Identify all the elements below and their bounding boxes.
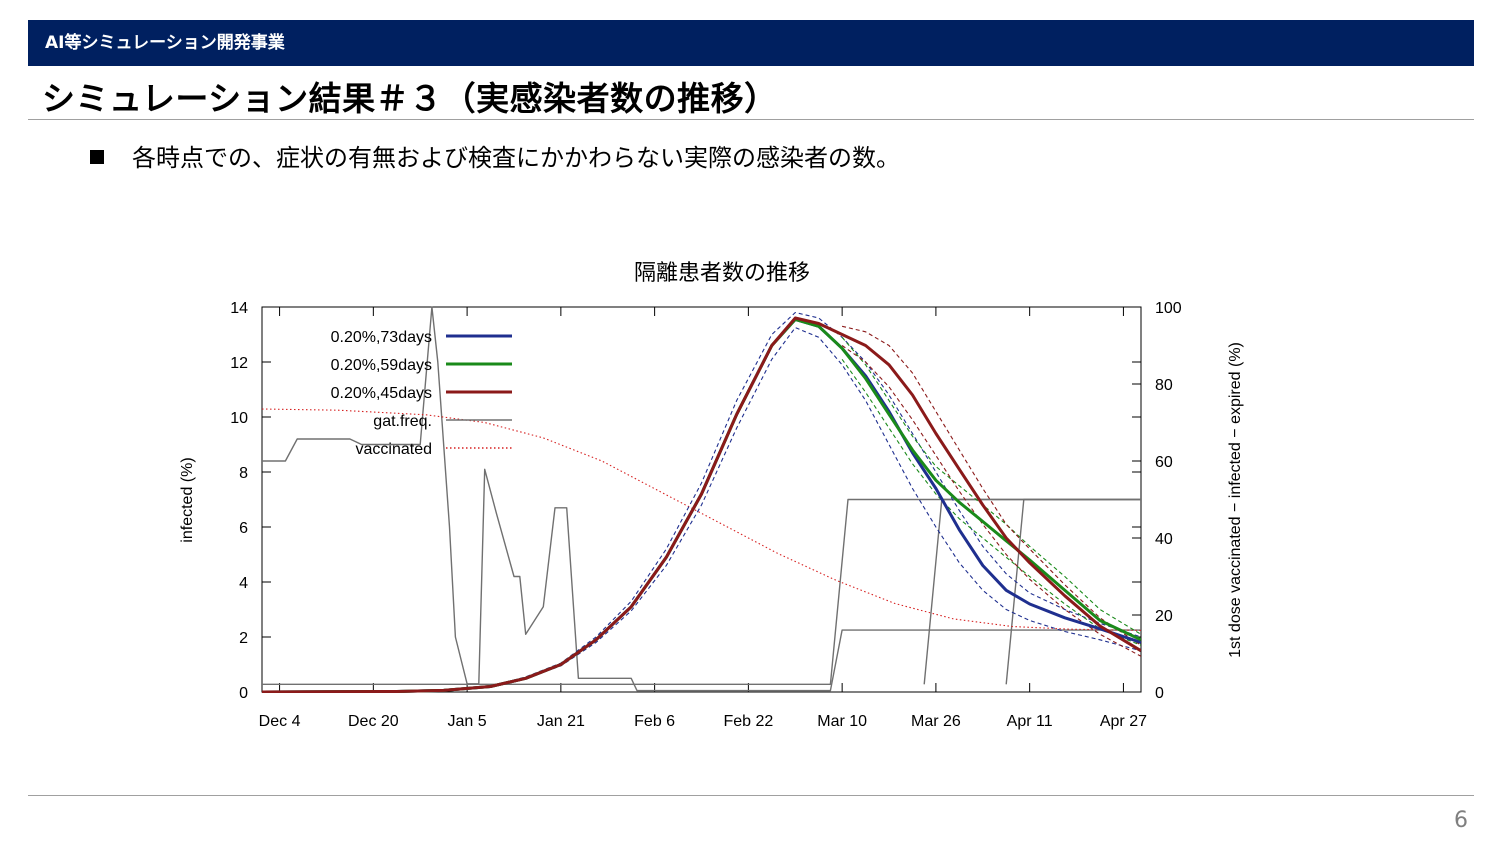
x-tick-label: Apr 27 [1100, 713, 1147, 730]
bullet-point: 各時点での、症状の有無および検査にかかわらない実際の感染者の数。 [90, 138, 900, 173]
y-tick-label: 0 [239, 685, 248, 702]
y2-tick-label: 60 [1155, 454, 1173, 471]
series-line-dashed-band [841, 336, 1141, 635]
y-tick-label: 4 [239, 575, 248, 592]
series-line-0-20-45days [262, 316, 1141, 693]
x-tick-label: Mar 10 [817, 713, 867, 730]
legend-label: 0.20%,59days [331, 357, 432, 374]
y2-tick-label: 0 [1155, 685, 1164, 702]
legend-label: gat.freq. [373, 413, 432, 430]
x-tick-label: Mar 26 [911, 713, 961, 730]
y-tick-label: 10 [230, 410, 248, 427]
series-line-dashed-band [841, 345, 1141, 657]
x-tick-label: Dec 20 [348, 713, 399, 730]
series-line-dashed-band [443, 327, 1141, 691]
footer-divider [28, 795, 1474, 796]
page-number: 6 [1454, 808, 1468, 833]
x-tick-label: Jan 21 [537, 713, 585, 730]
series-line-dashed-band [443, 311, 1141, 691]
section-header-bar: AI等シミュレーション開発事業 [28, 20, 1474, 66]
y2-tick-label: 20 [1155, 608, 1173, 625]
title-divider [28, 119, 1474, 120]
bullet-text: 各時点での、症状の有無および検査にかかわらない実際の感染者の数。 [132, 144, 900, 172]
x-tick-label: Jan 5 [448, 713, 487, 730]
y-axis-label: infected (%) [179, 457, 196, 542]
y2-axis-label: 1st dose vaccinated − infected − expired… [1227, 342, 1244, 658]
y2-tick-label: 100 [1155, 300, 1182, 317]
y2-tick-label: 80 [1155, 377, 1173, 394]
y-tick-label: 12 [230, 355, 248, 372]
series-line-vaccinated [262, 408, 1141, 631]
x-tick-label: Feb 6 [634, 713, 675, 730]
series-line-gat-freq [262, 306, 1141, 692]
x-tick-label: Apr 11 [1007, 713, 1053, 730]
x-tick-label: Dec 4 [259, 713, 301, 730]
y2-tick-label: 40 [1155, 531, 1173, 548]
slide-title: シミュレーション結果＃３（実感染者数の推移） [42, 79, 778, 118]
x-tick-label: Feb 22 [723, 713, 773, 730]
chart-title: 隔離患者数の推移 [634, 260, 810, 285]
legend-label: 0.20%,45days [331, 385, 432, 402]
series-line-dashed-band [841, 358, 1141, 646]
legend-label: 0.20%,73days [331, 329, 432, 346]
section-label: AI等シミュレーション開発事業 [45, 33, 285, 53]
series-line-dashed-band [841, 325, 1141, 646]
y-tick-label: 14 [230, 300, 248, 317]
y-tick-label: 6 [239, 520, 248, 537]
y-tick-label: 8 [239, 465, 248, 482]
series-line-solid-band [1005, 498, 1141, 685]
square-bullet-icon [90, 150, 104, 164]
legend-label: vaccinated [356, 441, 433, 458]
y-tick-label: 2 [239, 630, 248, 647]
